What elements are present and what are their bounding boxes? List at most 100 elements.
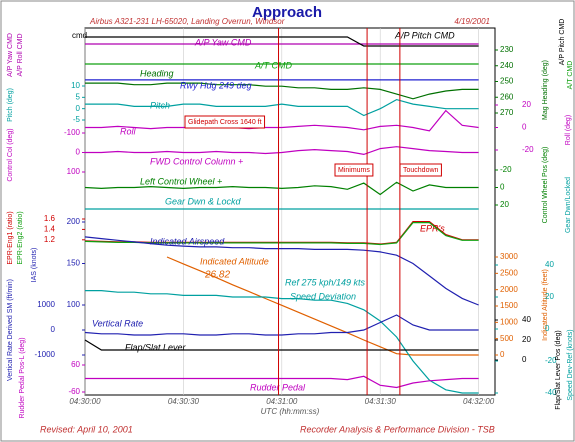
y-tick-label: 1000 — [37, 300, 55, 309]
y-tick-label: 5 — [76, 92, 81, 101]
trace-label: Vertical Rate — [92, 318, 143, 328]
y-tick-label: 0 — [522, 355, 527, 364]
trace — [166, 256, 479, 356]
event-box — [334, 163, 374, 177]
trace — [85, 146, 479, 156]
axis-label: EPR-Eng1 (ratio) — [7, 211, 14, 264]
y-tick-label: 0 — [522, 123, 527, 132]
y-tick-label: 20 — [545, 292, 554, 301]
y-tick-label: 10 — [71, 81, 80, 90]
y-tick-label: -60 — [68, 387, 80, 396]
y-tick-label: 0 — [500, 350, 505, 359]
trace-label: Rwy Hdg 249 deg — [180, 80, 252, 90]
axis-label: Indicated Altitude (feet) — [542, 269, 549, 341]
axis-label: A/P Pitch CMD — [559, 19, 566, 66]
cmd-label: cmd — [72, 31, 87, 40]
plot-frame — [84, 27, 496, 396]
trace — [84, 314, 479, 336]
axis-label: Gear Dwn/Locked — [565, 177, 572, 233]
footer-right: Recorder Analysis & Performance Division… — [300, 424, 495, 434]
axis-label: Control Wheel Pos (deg) — [542, 147, 549, 224]
trace-label: Pitch — [150, 100, 170, 110]
axis-label: A/P Yaw CMD — [7, 33, 14, 77]
trace-label: A/P Yaw CMD — [194, 37, 252, 47]
trace-label: A/T CMD — [254, 60, 292, 70]
x-tick-label: 04:30:30 — [168, 397, 200, 406]
y-tick-label: 60 — [71, 360, 80, 369]
annotation: Ref 275 kph/149 kts — [285, 277, 366, 287]
y-tick-label: -40 — [545, 388, 557, 397]
x-tick-label: 04:31:00 — [266, 397, 298, 406]
event-box — [184, 115, 266, 129]
trace-label: Roll — [120, 126, 137, 136]
axis-label: Mag Heading (deg) — [542, 60, 549, 120]
event-label: Glidepath Cross 1640 ft — [188, 119, 262, 126]
trace — [84, 181, 479, 196]
axis-label: IAS (knots) — [31, 248, 38, 283]
y-tick-label: 20 — [500, 200, 509, 209]
trace-label: Speed Deviation — [290, 291, 356, 301]
y-tick-label: 40 — [545, 260, 554, 269]
trace-label: FWD Control Column + — [150, 156, 243, 166]
trace — [85, 82, 479, 100]
y-tick-label: 0 — [500, 183, 505, 192]
y-tick-label: 0 — [76, 148, 81, 157]
y-tick-label: 250 — [500, 77, 514, 86]
footer-left: Revised: April 10, 2001 — [40, 424, 133, 434]
x-tick-label: 04:30:00 — [69, 397, 101, 406]
event-label: Minimums — [338, 167, 370, 174]
trace-label: Gear Dwn & Lockd — [165, 196, 242, 206]
y-tick-label: 0 — [545, 324, 550, 333]
y-tick-label: -100 — [64, 128, 81, 137]
y-tick-label: 0 — [76, 104, 81, 113]
y-tick-label: 240 — [500, 61, 514, 70]
x-axis-label: UTC (hh:mm:ss) — [261, 407, 320, 416]
y-tick-label: 3000 — [500, 252, 518, 261]
y-tick-label: 1500 — [500, 301, 518, 310]
trace-label: Indicated Airspeed — [150, 236, 225, 246]
trace — [84, 222, 479, 246]
y-tick-label: -20 — [500, 165, 512, 174]
y-tick-label: 1.2 — [44, 235, 56, 244]
subtitle: Airbus A321-231 LH-65020, Landing Overru… — [89, 17, 285, 26]
axis-label: Flap/Slat Lever Pos (deg) — [555, 330, 562, 409]
y-tick-label: 270 — [500, 108, 514, 117]
trace — [85, 98, 479, 117]
y-tick-label: 1.6 — [44, 214, 56, 223]
y-tick-label: 40 — [522, 315, 531, 324]
y-tick-label: -20 — [522, 145, 534, 154]
event-box — [399, 163, 442, 177]
y-tick-label: 100 — [67, 300, 81, 309]
trace — [85, 375, 479, 389]
annotation: 26.82 — [204, 270, 230, 281]
y-tick-label: 230 — [500, 45, 514, 54]
trace — [84, 236, 479, 306]
trace — [85, 36, 479, 47]
axis-label: Speed Dev-Ref (knots) — [567, 329, 574, 400]
axis-label: Pitch (deg) — [7, 88, 14, 122]
axis-label: Roll (deg) — [565, 115, 572, 145]
y-tick-label: 0 — [51, 325, 56, 334]
y-tick-label: 100 — [67, 167, 81, 176]
y-tick-label: 1.4 — [44, 225, 56, 234]
y-tick-label: -20 — [545, 356, 557, 365]
y-tick-label: 1000 — [500, 317, 518, 326]
trace — [85, 109, 479, 132]
y-tick-label: 500 — [500, 334, 514, 343]
axis-label: A/P Roll CMD — [17, 33, 24, 76]
trace-label: Heading — [140, 68, 174, 78]
trace — [84, 339, 479, 351]
axis-label: A/T CMD — [567, 61, 574, 90]
trace-label: A/P Pitch CMD — [394, 30, 455, 40]
trace-label: Rudder Pedal — [250, 382, 306, 392]
trace — [85, 290, 479, 394]
axis-label: Rudder Pedal Pos-L (deg) — [19, 337, 26, 418]
trace-label: Flap/Slat Lever — [125, 342, 187, 352]
event-label: Touchdown — [403, 167, 439, 174]
y-tick-label: 20 — [522, 100, 531, 109]
y-tick-label: 260 — [500, 92, 514, 101]
axis-label: Control Col (deg) — [7, 128, 14, 181]
y-tick-label: 200 — [67, 217, 81, 226]
date: 4/19/2001 — [454, 17, 490, 26]
